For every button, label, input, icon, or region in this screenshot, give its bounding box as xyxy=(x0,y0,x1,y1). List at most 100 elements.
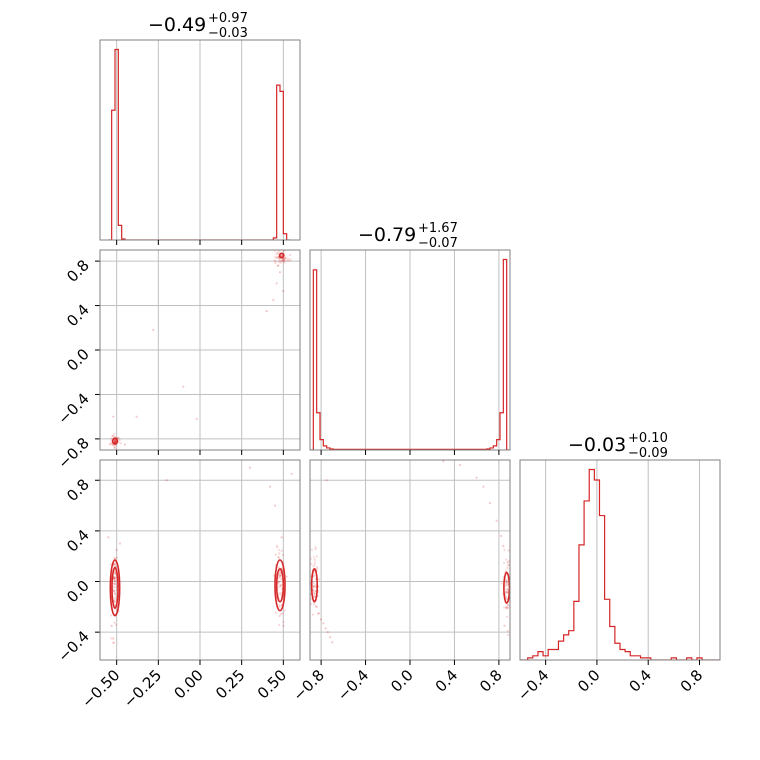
sample-point xyxy=(277,582,280,585)
histogram-step xyxy=(108,48,290,240)
sample-point xyxy=(506,566,509,570)
sample-point xyxy=(313,574,316,577)
sample-point xyxy=(110,624,113,627)
sample-point xyxy=(276,546,279,549)
sample-point xyxy=(275,253,278,256)
sample-point xyxy=(274,261,277,265)
sample-point xyxy=(314,546,317,549)
sample-point xyxy=(113,432,116,436)
sample-point xyxy=(278,575,281,578)
sample-point xyxy=(283,259,286,262)
sample-point xyxy=(182,385,185,388)
sample-point xyxy=(503,606,506,609)
x-tick-label: 0.4 xyxy=(625,666,655,696)
sample-point xyxy=(114,562,117,565)
sample-point xyxy=(113,577,116,580)
sample-point xyxy=(312,584,315,587)
sample-point xyxy=(506,629,509,632)
sample-point xyxy=(313,558,316,562)
sample-point xyxy=(113,590,116,594)
x-tick-label: −0.4 xyxy=(334,666,372,704)
sample-point xyxy=(510,582,512,584)
histogram-step xyxy=(310,258,510,450)
panel-scatter-2-0: −0.4 0.0 0.4 0.8 −0.50−0.25 0.00 0.25 0.50 xyxy=(54,459,301,711)
sample-point xyxy=(117,440,120,443)
sample-point xyxy=(310,603,313,606)
sample-point xyxy=(113,582,116,585)
sample-point xyxy=(312,585,315,589)
sample-point xyxy=(507,559,510,563)
x-tick-label: 0.0 xyxy=(387,666,417,696)
panel-hist-1: −0.79 +1.67−0.07 xyxy=(309,221,511,455)
sample-point xyxy=(320,618,323,621)
sample-point xyxy=(314,584,317,587)
sample-point xyxy=(504,591,508,594)
sample-point xyxy=(110,437,113,440)
panel-title: −0.79 xyxy=(358,224,416,246)
sample-point xyxy=(504,606,508,609)
density-contour xyxy=(310,568,319,603)
panel-title: −0.49 xyxy=(148,14,206,36)
title-upper-error: +0.10 xyxy=(628,431,668,446)
sample-point xyxy=(112,577,116,580)
sample-point xyxy=(248,466,252,469)
sample-point xyxy=(278,552,281,555)
sample-point xyxy=(112,641,115,644)
sample-point xyxy=(114,583,117,586)
sample-point xyxy=(315,567,318,570)
sample-point xyxy=(290,472,293,476)
sample-point xyxy=(279,612,282,616)
sample-point xyxy=(113,556,116,560)
sample-point xyxy=(311,613,314,616)
sample-point xyxy=(280,536,283,539)
sample-point xyxy=(119,442,122,445)
sample-point xyxy=(488,501,492,505)
sample-point xyxy=(505,597,509,600)
sample-point xyxy=(505,615,509,618)
sample-point xyxy=(272,298,275,302)
density-contour xyxy=(275,568,285,603)
sample-point xyxy=(112,575,116,579)
sample-point xyxy=(114,579,117,582)
sample-point xyxy=(312,602,316,606)
sample-point xyxy=(331,641,334,644)
y-tick-label: −0.8 xyxy=(54,434,92,472)
sample-point xyxy=(505,569,508,573)
sample-point xyxy=(112,589,115,592)
sample-point xyxy=(500,534,503,538)
sample-point xyxy=(114,438,117,442)
sample-point xyxy=(312,591,316,594)
sample-point xyxy=(117,436,120,440)
sample-point xyxy=(108,443,111,446)
sample-point xyxy=(277,580,280,584)
sample-point xyxy=(279,575,282,578)
sample-point xyxy=(314,604,317,608)
sample-point xyxy=(113,579,116,583)
panel-title: −0.03 xyxy=(568,434,626,456)
sample-point xyxy=(287,257,290,260)
sample-point xyxy=(276,251,279,254)
x-tick-label: −0.8 xyxy=(289,666,327,704)
density-contour xyxy=(109,559,121,617)
sample-point xyxy=(312,585,316,588)
sample-point xyxy=(277,252,280,255)
sample-point xyxy=(113,444,116,447)
sample-point xyxy=(282,620,285,623)
sample-point xyxy=(114,576,117,579)
sample-point xyxy=(114,441,117,444)
sample-point xyxy=(502,544,505,548)
sample-point xyxy=(113,621,116,624)
sample-point xyxy=(112,589,116,593)
sample-point xyxy=(113,446,116,449)
sample-point xyxy=(118,542,122,545)
sample-point xyxy=(506,561,509,564)
sample-point xyxy=(279,593,283,596)
panel-scatter-2-1: −0.8 −0.4 0.0 0.4 0.8 xyxy=(289,459,512,705)
sample-point xyxy=(110,614,113,617)
y-tick-label: −0.4 xyxy=(54,390,92,428)
sample-point xyxy=(318,578,321,581)
sample-point xyxy=(279,571,282,574)
sample-point xyxy=(282,624,285,627)
title-lower-error: −0.03 xyxy=(208,26,248,41)
sample-point xyxy=(277,250,281,253)
